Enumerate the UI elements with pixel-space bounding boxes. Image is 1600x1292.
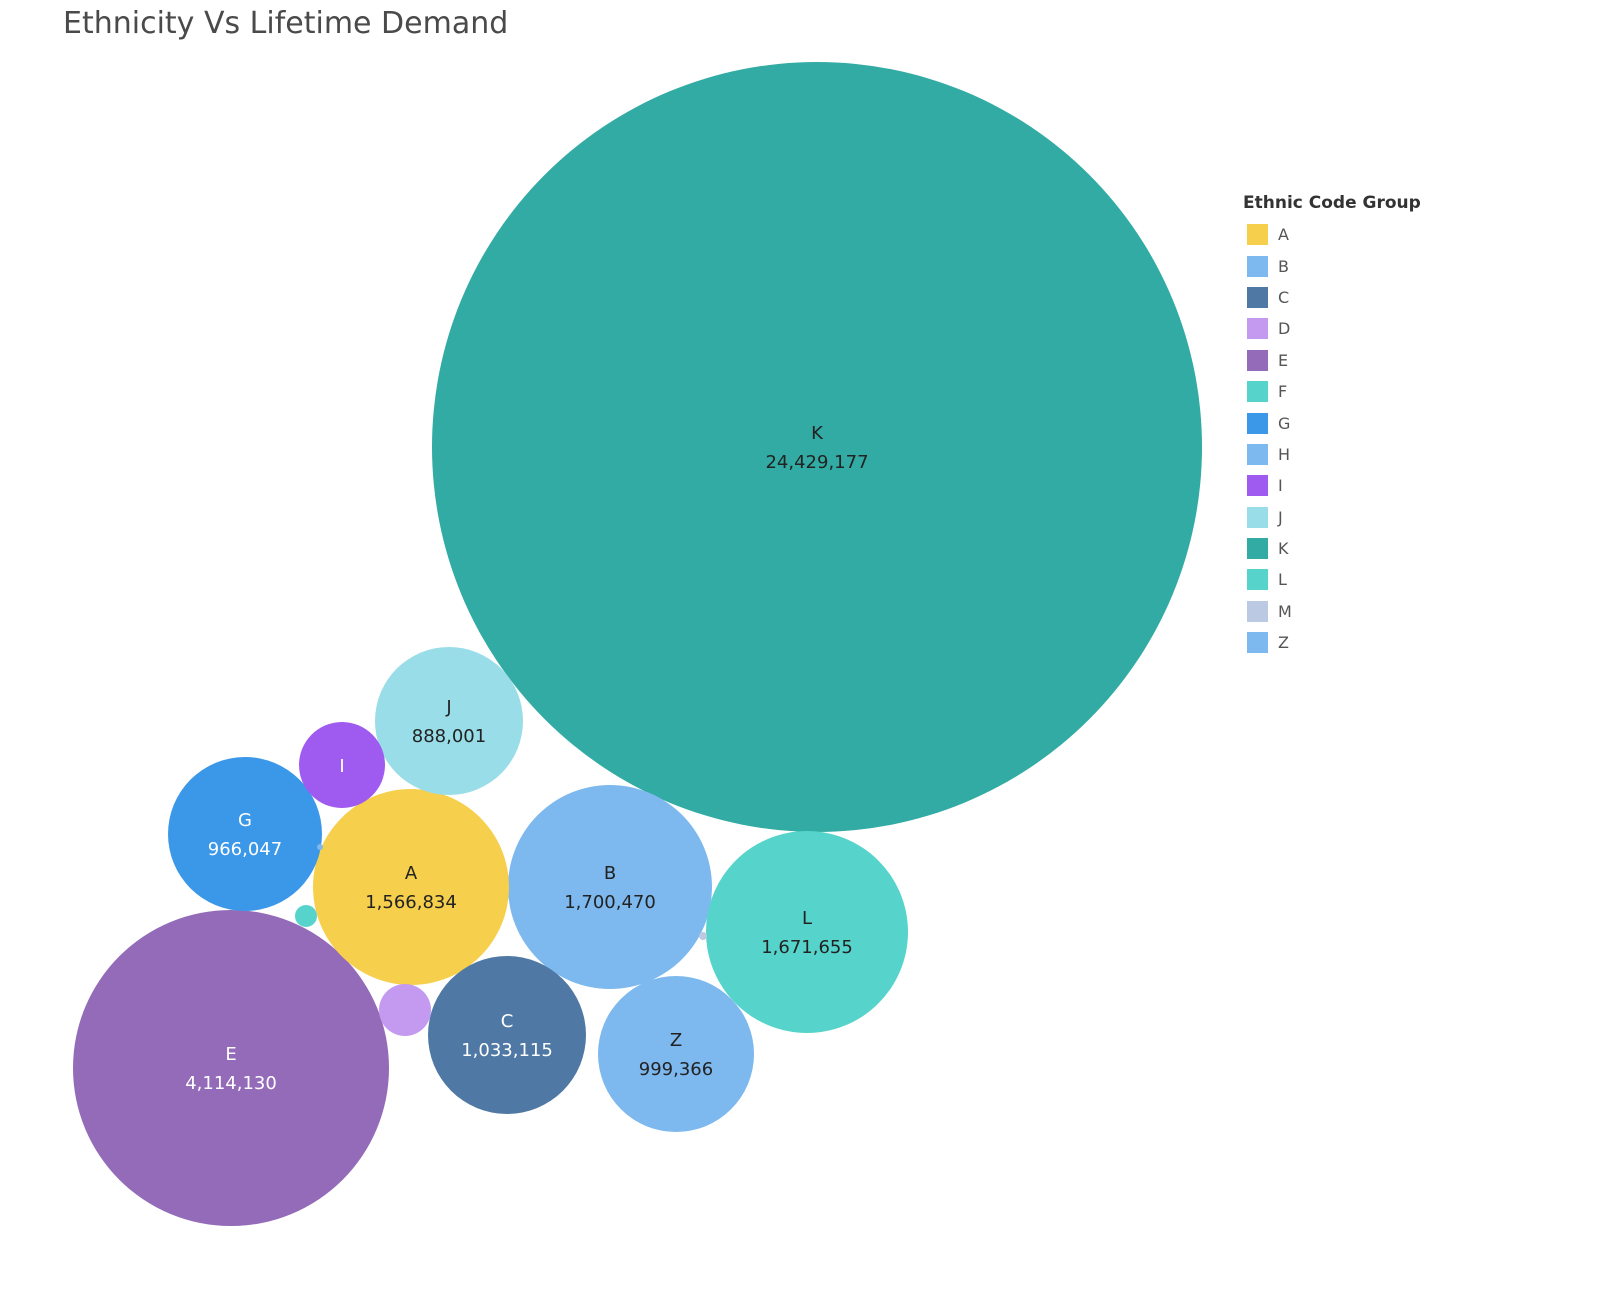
bubble-k[interactable]: K 24,429,177 <box>432 62 1202 832</box>
bubble-circle-g[interactable] <box>168 757 322 911</box>
bubble-label: J <box>445 697 451 718</box>
bubble-value-label: 24,429,177 <box>765 452 868 473</box>
bubble-value-label: 966,047 <box>208 839 282 860</box>
legend-swatch <box>1247 538 1268 560</box>
legend-swatch <box>1247 255 1268 277</box>
legend-label: K <box>1278 539 1289 559</box>
legend-item-m[interactable]: M <box>1243 596 1421 627</box>
legend-item-d[interactable]: D <box>1243 313 1421 344</box>
legend-label: F <box>1278 382 1288 402</box>
bubble-h[interactable] <box>317 844 323 850</box>
bubble-circle-z[interactable] <box>598 976 754 1132</box>
legend-swatch <box>1247 412 1268 434</box>
legend-item-i[interactable]: I <box>1243 470 1421 501</box>
bubble-circle-j[interactable] <box>375 647 523 795</box>
bubble-g[interactable]: G 966,047 <box>168 757 322 911</box>
bubble-circle-m[interactable] <box>699 932 707 940</box>
bubble-circle-k[interactable] <box>432 62 1202 832</box>
legend-item-c[interactable]: C <box>1243 282 1421 313</box>
legend-label: H <box>1278 444 1291 464</box>
bubble-e[interactable]: E 4,114,130 <box>73 910 389 1226</box>
legend-label: J <box>1278 507 1283 527</box>
bubble-label: Z <box>670 1030 682 1051</box>
legend-item-l[interactable]: L <box>1243 564 1421 595</box>
bubble-value-label: 1,566,834 <box>365 892 457 913</box>
bubble-circle-i[interactable] <box>299 722 385 808</box>
legend-swatch <box>1247 475 1268 497</box>
bubble-m[interactable] <box>699 932 707 940</box>
bubble-label: G <box>238 810 252 831</box>
bubble-a[interactable]: A 1,566,834 <box>313 789 509 985</box>
legend-label: M <box>1278 601 1292 621</box>
bubble-label: L <box>802 908 812 929</box>
bubble-circle-e[interactable] <box>73 910 389 1226</box>
legend-item-z[interactable]: Z <box>1243 627 1421 658</box>
legend-label: B <box>1278 256 1289 276</box>
legend-swatch <box>1247 632 1268 654</box>
bubble-z[interactable]: Z 999,366 <box>598 976 754 1132</box>
bubble-circle-a[interactable] <box>313 789 509 985</box>
legend-label: I <box>1278 476 1283 496</box>
bubble-i[interactable]: I <box>299 722 385 808</box>
bubble-d[interactable] <box>379 984 431 1036</box>
legend-swatch <box>1247 224 1268 246</box>
bubble-value-label: 4,114,130 <box>185 1073 277 1094</box>
legend-label: L <box>1278 570 1287 590</box>
bubble-value-label: 1,671,655 <box>761 937 853 958</box>
bubble-circle-f[interactable] <box>295 905 317 927</box>
bubble-value-label: 1,033,115 <box>461 1040 553 1061</box>
legend-title: Ethnic Code Group <box>1243 193 1421 213</box>
chart-title: Ethnicity Vs Lifetime Demand <box>63 6 509 41</box>
legend-item-j[interactable]: J <box>1243 502 1421 533</box>
bubble-circle-b[interactable] <box>508 785 712 989</box>
bubble-circle-d[interactable] <box>379 984 431 1036</box>
bubble-f[interactable] <box>295 905 317 927</box>
legend-swatch <box>1247 381 1268 403</box>
legend-swatch <box>1247 318 1268 340</box>
bubble-circle-l[interactable] <box>706 831 908 1033</box>
bubble-label: C <box>501 1011 514 1032</box>
legend-label: D <box>1278 319 1291 339</box>
legend-item-b[interactable]: B <box>1243 250 1421 281</box>
legend-swatch <box>1247 349 1268 371</box>
bubble-c[interactable]: C 1,033,115 <box>428 956 586 1114</box>
bubble-circle-c[interactable] <box>428 956 586 1114</box>
legend-label: C <box>1278 287 1290 307</box>
legend-swatch <box>1247 600 1268 622</box>
legend-label: Z <box>1278 633 1289 653</box>
bubble-value-label: 1,700,470 <box>564 892 656 913</box>
bubble-circle-h[interactable] <box>317 844 323 850</box>
bubble-j[interactable]: J 888,001 <box>375 647 523 795</box>
bubble-label: B <box>604 863 616 884</box>
legend-item-k[interactable]: K <box>1243 533 1421 564</box>
bubble-b[interactable]: B 1,700,470 <box>508 785 712 989</box>
bubble-label: K <box>811 423 824 444</box>
bubble-value-label: 888,001 <box>412 726 486 747</box>
legend-swatch <box>1247 286 1268 308</box>
legend-item-e[interactable]: E <box>1243 345 1421 376</box>
legend-swatch <box>1247 443 1268 465</box>
bubble-l[interactable]: L 1,671,655 <box>706 831 908 1033</box>
legend-item-h[interactable]: H <box>1243 439 1421 470</box>
legend-item-g[interactable]: G <box>1243 407 1421 438</box>
legend-item-f[interactable]: F <box>1243 376 1421 407</box>
legend-label: G <box>1278 413 1291 433</box>
legend-item-a[interactable]: A <box>1243 219 1421 250</box>
legend-swatch <box>1247 506 1268 528</box>
bubble-label: E <box>225 1044 236 1065</box>
bubble-label: A <box>405 863 418 884</box>
bubble-value-label: 999,366 <box>639 1059 713 1080</box>
legend-label: E <box>1278 350 1289 370</box>
legend-label: A <box>1278 225 1289 245</box>
legend-swatch <box>1247 569 1268 591</box>
bubble-label: I <box>339 756 344 777</box>
